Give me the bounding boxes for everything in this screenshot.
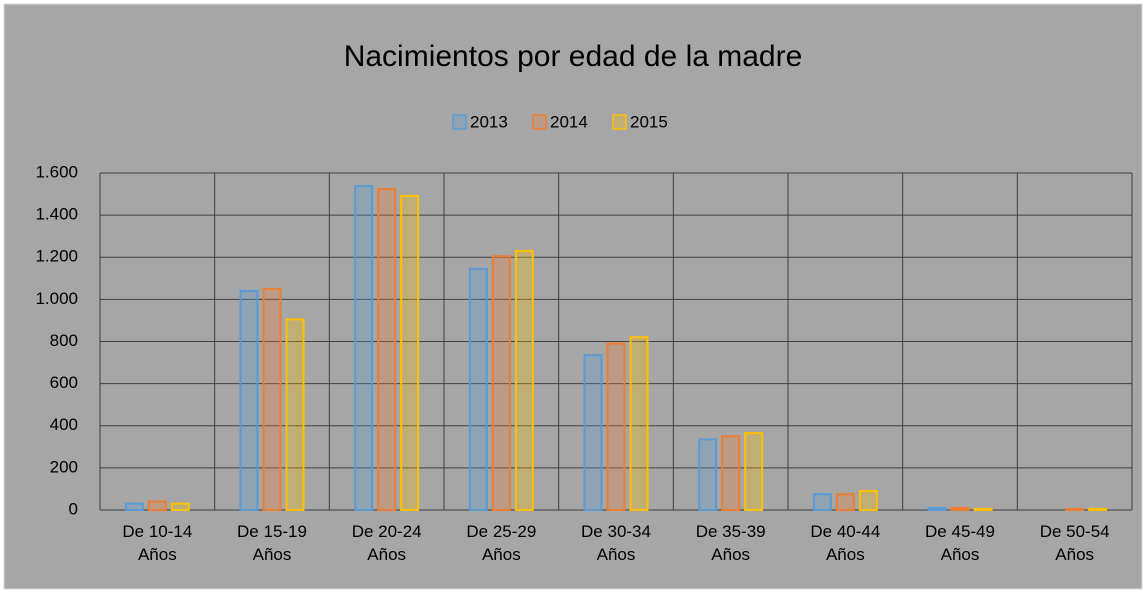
legend-label: 2014 [550,112,588,131]
bar [400,194,420,511]
bar [147,500,167,512]
bar [514,249,534,511]
bar [285,318,305,511]
chart-title: Nacimientos por edad de la madre [344,40,803,73]
bar [606,342,626,512]
bar [950,506,970,511]
bar [491,255,511,511]
x-tick-label: De 45-49 Años [925,522,995,564]
bar [721,435,741,511]
bar [377,188,397,511]
bar [835,493,855,511]
bar [239,289,259,512]
x-tick-label: De 40-44 Años [810,522,881,564]
y-tick-label: 1.200 [35,247,78,266]
y-tick-label: 400 [50,415,78,434]
y-tick-label: 200 [50,457,78,476]
x-tick-label: De 10-14 Años [122,522,193,564]
x-tick-label: De 35-39 Años [695,522,766,564]
y-tick-label: 0 [69,499,78,518]
y-tick-label: 1.400 [35,205,78,224]
bar [170,502,190,511]
x-tick-label: De 25-29 Años [466,522,537,564]
x-tick-label: De 50-54 Años [1039,522,1110,564]
bar [468,267,488,511]
y-tick-label: 800 [50,331,78,350]
x-tick-label: De 20-24 Años [351,522,422,564]
bar [927,506,947,511]
bar [744,432,764,512]
bar [124,502,144,511]
legend-swatch [612,114,627,130]
bar [354,185,374,511]
bar [1065,507,1085,511]
bar [858,490,878,512]
y-tick-label: 1.600 [35,162,78,181]
legend-label: 2013 [470,112,508,131]
bar [1088,507,1108,511]
legend-swatch [452,114,467,130]
bar [262,287,282,511]
x-tick-label: De 15-19 Años [237,522,307,564]
y-tick-label: 600 [50,373,78,392]
bar [698,438,718,511]
x-tick-label: De 30-34 Años [581,522,651,564]
bar [583,354,603,511]
legend-label: 2015 [630,112,668,131]
bar [812,493,832,511]
legend-swatch [532,114,547,130]
y-tick-label: 1.000 [35,289,78,308]
bar [629,336,649,511]
bar [973,507,993,511]
chart-background [3,3,1143,590]
